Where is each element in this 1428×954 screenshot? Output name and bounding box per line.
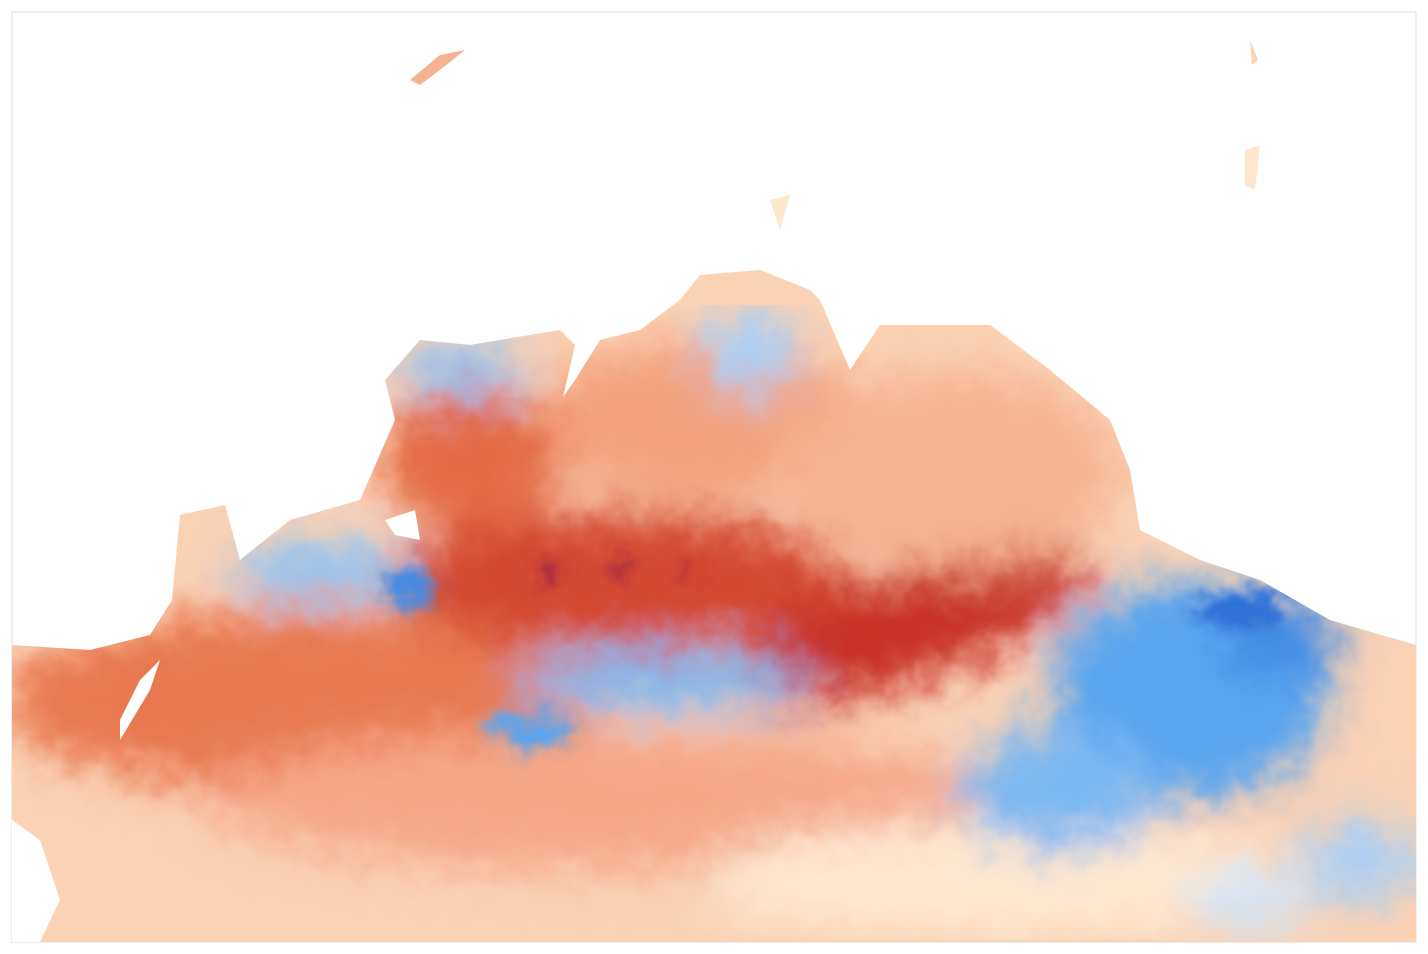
land: [12, 510, 420, 942]
arctic-fragments: [410, 40, 1260, 230]
